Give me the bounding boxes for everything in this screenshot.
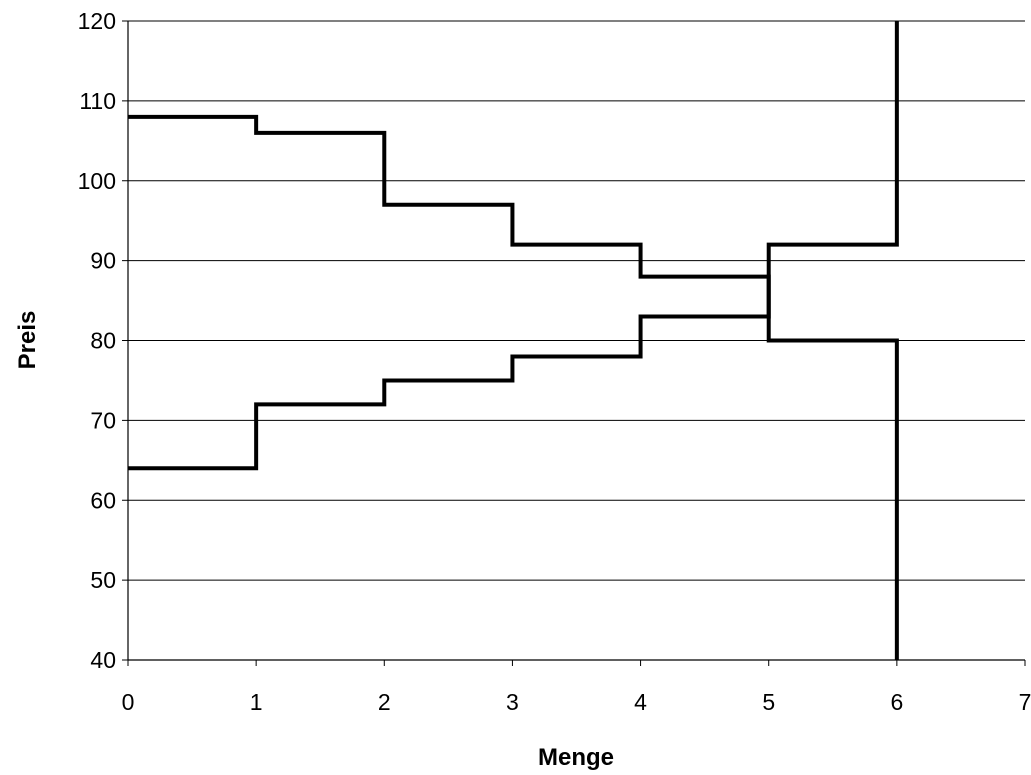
y-tick-label: 90: [90, 248, 116, 274]
y-tick-label: 120: [78, 8, 116, 34]
x-axis-title: Menge: [538, 744, 614, 771]
y-tick-label: 80: [90, 328, 116, 354]
series-group: [128, 21, 899, 660]
x-tick-label: 3: [506, 689, 519, 715]
series-line-1: [128, 114, 899, 660]
series-line-2: [128, 21, 899, 471]
y-tick-label: 110: [79, 88, 116, 114]
x-tick-label: 2: [378, 689, 391, 715]
grid-lines: [128, 20, 1025, 581]
y-tick-label: 50: [90, 567, 116, 593]
y-axis-title: Preis: [14, 311, 41, 370]
x-tick-label: 0: [122, 689, 135, 715]
y-tick-label: 100: [78, 168, 116, 194]
axes: [122, 20, 1026, 666]
y-tick-label: 70: [90, 407, 116, 433]
x-tick-label: 1: [250, 689, 263, 715]
x-tick-label: 7: [1019, 689, 1031, 715]
y-tick-label: 40: [90, 647, 116, 673]
y-tick-label: 60: [90, 487, 116, 513]
x-tick-label: 6: [890, 689, 903, 715]
tick-labels: 40 50 60 70 80 90 100 110 120 0 1 2 3 4 5 6 7: [78, 8, 1031, 715]
x-tick-label: 5: [762, 689, 775, 715]
x-tick-label: 4: [634, 689, 647, 715]
